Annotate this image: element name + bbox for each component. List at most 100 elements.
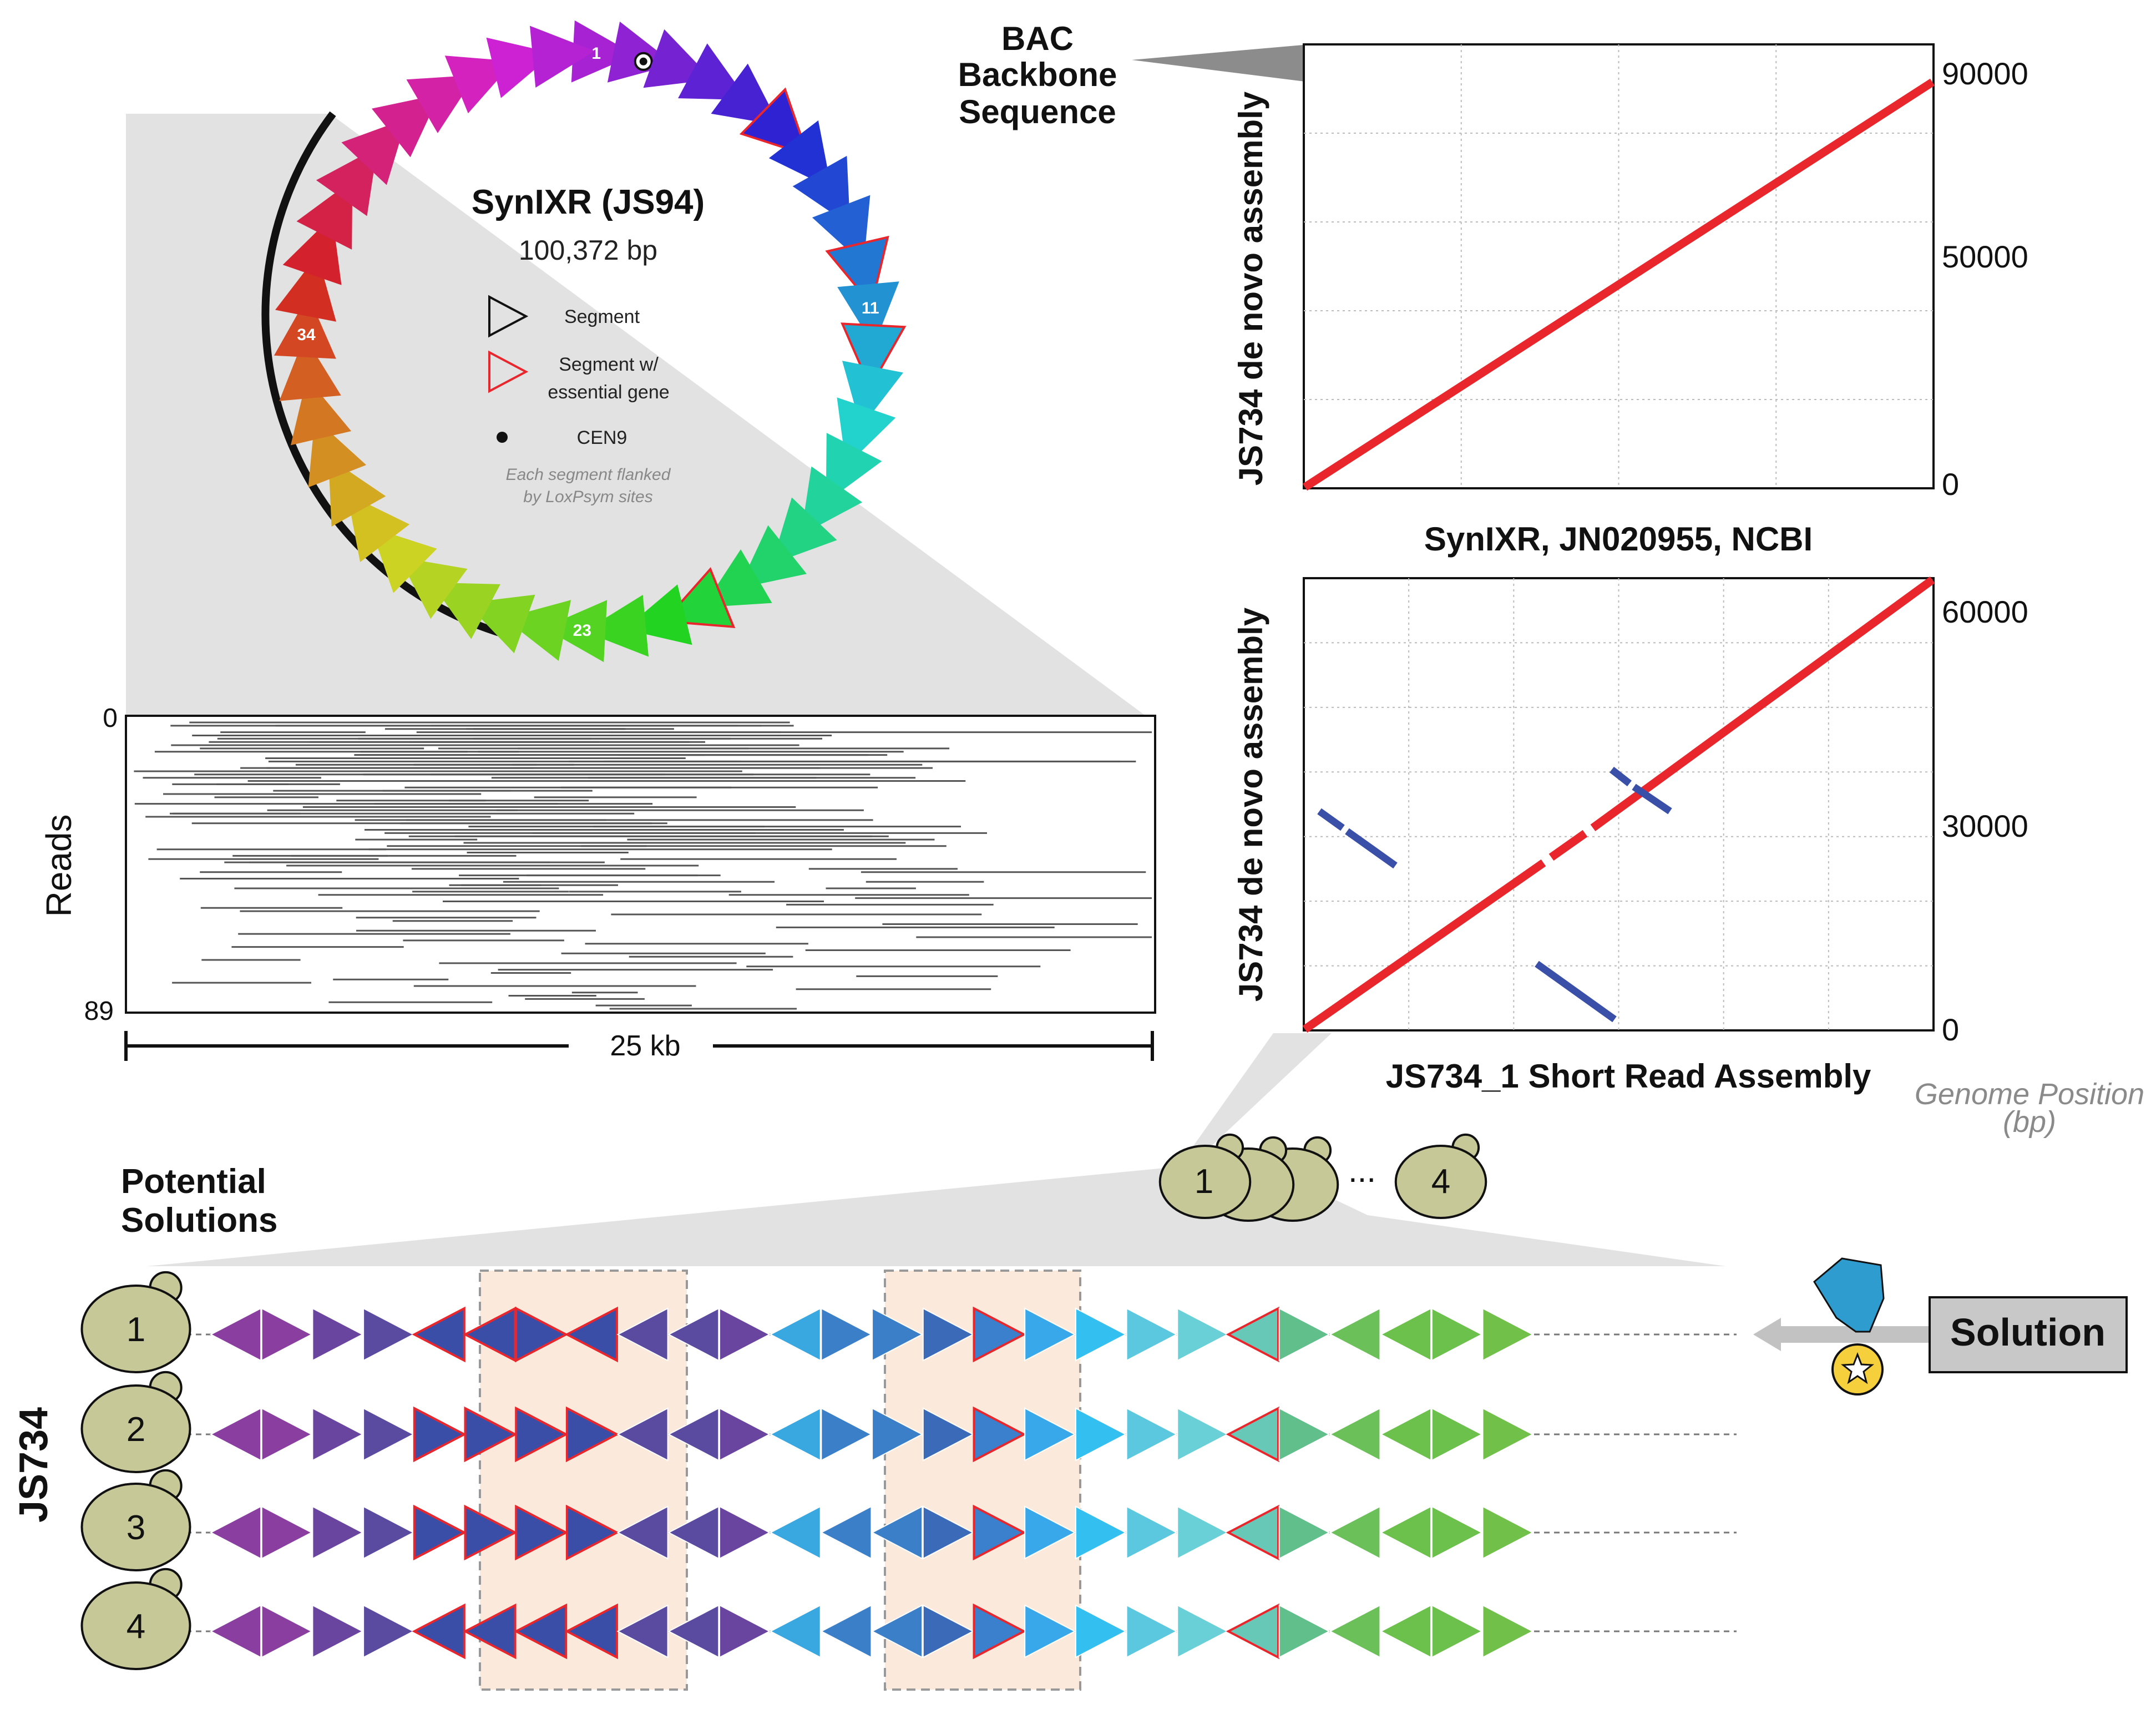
- dotplot-top-grid: [1304, 44, 1934, 488]
- reads-axis-top: 0: [103, 704, 118, 733]
- plasmid-segment: [347, 494, 410, 562]
- dotplot-top-ytick-3: 0: [1942, 467, 1959, 502]
- dotplot-top-xlabel: SynIXR, JN020955, NCBI: [1424, 520, 1813, 558]
- dotplot-bottom-ytick-2: 30000: [1942, 808, 2028, 843]
- segment-arrow: [1329, 1604, 1381, 1659]
- segment-arrow: [871, 1505, 923, 1560]
- segment-arrow: [719, 1505, 771, 1560]
- plasmid-size: 100,372 bp: [519, 235, 657, 266]
- svg-text:Sequence: Sequence: [959, 93, 1116, 130]
- dotplot-bottom-diagonal-1: [1302, 859, 1546, 1033]
- plasmid-title: SynIXR (JS94): [472, 183, 705, 221]
- segment-arrow: [922, 1307, 974, 1362]
- legend-essential-icon: [488, 350, 529, 393]
- yeast-cell-icon: [80, 1384, 191, 1473]
- plasmid-segment: [399, 557, 468, 619]
- segment-arrow: [1379, 1407, 1432, 1462]
- dotplot-bottom-ylabel: JS734 de novo assembly: [1232, 607, 1269, 1002]
- yeast-cluster-first-label: 1: [1195, 1162, 1213, 1201]
- segment-arrow: [464, 1504, 518, 1561]
- plasmid-segment: [801, 466, 863, 535]
- segment-arrow: [1482, 1407, 1534, 1462]
- potential-solutions: Potential Solutions JS734 1 2 3 4: [12, 1162, 1737, 1691]
- plasmid-segment: [768, 120, 832, 189]
- dotplot-bottom-diagonal-2: [1548, 830, 1588, 861]
- segment-arrow: [922, 1604, 974, 1659]
- plasmid-segment-number: 11: [862, 299, 879, 317]
- plasmid-segment: [406, 75, 476, 133]
- scale-bar-label: 25 kb: [610, 1030, 680, 1062]
- dotplot-bottom: 60000 30000 0 JS734 de novo assembly JS7…: [1232, 576, 2028, 1095]
- legend-cen9-icon: [497, 432, 508, 443]
- plasmid-segment: [738, 525, 807, 589]
- segment-arrow: [565, 1406, 620, 1463]
- segment-arrow: [667, 1307, 720, 1362]
- solution-row: 1: [80, 1271, 1737, 1373]
- plasmid-segment: [274, 295, 336, 359]
- segment-arrow: [922, 1407, 974, 1462]
- segment-arrow: [1177, 1407, 1229, 1462]
- yeast-cell-icon: [1158, 1145, 1252, 1219]
- yeast-cluster-last-label: 4: [1431, 1162, 1450, 1201]
- segment-arrow: [312, 1505, 364, 1560]
- segment-arrow: [719, 1407, 771, 1462]
- legend-essential-label-1: Segment w/: [559, 354, 659, 375]
- plasmid-segment: [316, 147, 378, 216]
- dotplot-top-ytick-1: 90000: [1942, 56, 2028, 91]
- segment-arrow: [973, 1504, 1026, 1561]
- dotplot-top-ylabel: JS734 de novo assembly: [1232, 91, 1269, 486]
- dotplot-bottom-inversion-1b: [1345, 828, 1398, 869]
- segment-arrow: [973, 1406, 1026, 1463]
- plasmid-segment: [678, 43, 748, 100]
- plasmid-segment-number: 23: [573, 621, 591, 640]
- segment-arrow: [1278, 1604, 1330, 1659]
- segment-arrow: [1126, 1505, 1178, 1560]
- plasmid-segment: [341, 118, 407, 185]
- segment-arrow: [922, 1505, 974, 1560]
- reads-ylabel: Reads: [39, 815, 79, 917]
- segment-arrow: [769, 1307, 821, 1362]
- reads-panel: 0 89 Reads 25 kb: [39, 704, 1156, 1062]
- segment-arrow: [413, 1504, 467, 1561]
- segment-arrow: [261, 1604, 313, 1659]
- segment-arrow: [821, 1407, 873, 1462]
- segment-arrow: [1226, 1406, 1279, 1463]
- dotplot-bottom-diagonal-3: [1590, 576, 1935, 832]
- plasmid-segment: [296, 180, 353, 250]
- plasmid-segment: [584, 595, 649, 657]
- segment-arrow: [1278, 1407, 1330, 1462]
- legend-segment-icon: [488, 295, 529, 338]
- plasmid-segment: [431, 582, 500, 639]
- solutions-zoom-projection: [147, 1160, 1725, 1266]
- genome-position-label-2: (bp): [2003, 1105, 2056, 1139]
- segment-arrow: [769, 1407, 821, 1462]
- dotplot-bottom-inversion-2a: [1609, 766, 1632, 787]
- segment-arrow: [412, 1306, 465, 1363]
- segment-arrow: [363, 1307, 415, 1362]
- plasmid-coverage-arc: [261, 111, 501, 636]
- solution-row: 2: [80, 1371, 1737, 1473]
- segment-arrow: [1431, 1407, 1483, 1462]
- segment-arrow: [769, 1604, 821, 1659]
- segment-arrow: [1431, 1604, 1483, 1659]
- segment-arrow: [515, 1306, 569, 1363]
- yeast-cluster: 1 ... 4: [1158, 1133, 1487, 1222]
- segment-arrow: [1126, 1407, 1178, 1462]
- segment-arrow: [413, 1406, 467, 1463]
- plasmid-segment: [571, 20, 635, 83]
- segment-arrow: [312, 1407, 364, 1462]
- dotplot-bottom-ytick-3: 0: [1942, 1012, 1959, 1047]
- segment-arrow: [1075, 1407, 1127, 1462]
- segment-arrow: [1177, 1604, 1229, 1659]
- plasmid-segment: [772, 497, 837, 564]
- strain-label: JS734: [12, 1407, 56, 1523]
- segment-arrow: [1126, 1307, 1178, 1362]
- segment-arrow: [872, 1407, 924, 1462]
- star-icon: [1840, 1352, 1875, 1384]
- segment-arrow: [1024, 1407, 1076, 1462]
- segment-arrow: [1024, 1505, 1076, 1560]
- scale-bar: 25 kb: [124, 1030, 1154, 1062]
- segment-arrow: [1278, 1505, 1330, 1560]
- reads-plot-frame: [125, 715, 1156, 1014]
- segment-arrow: [1482, 1604, 1534, 1659]
